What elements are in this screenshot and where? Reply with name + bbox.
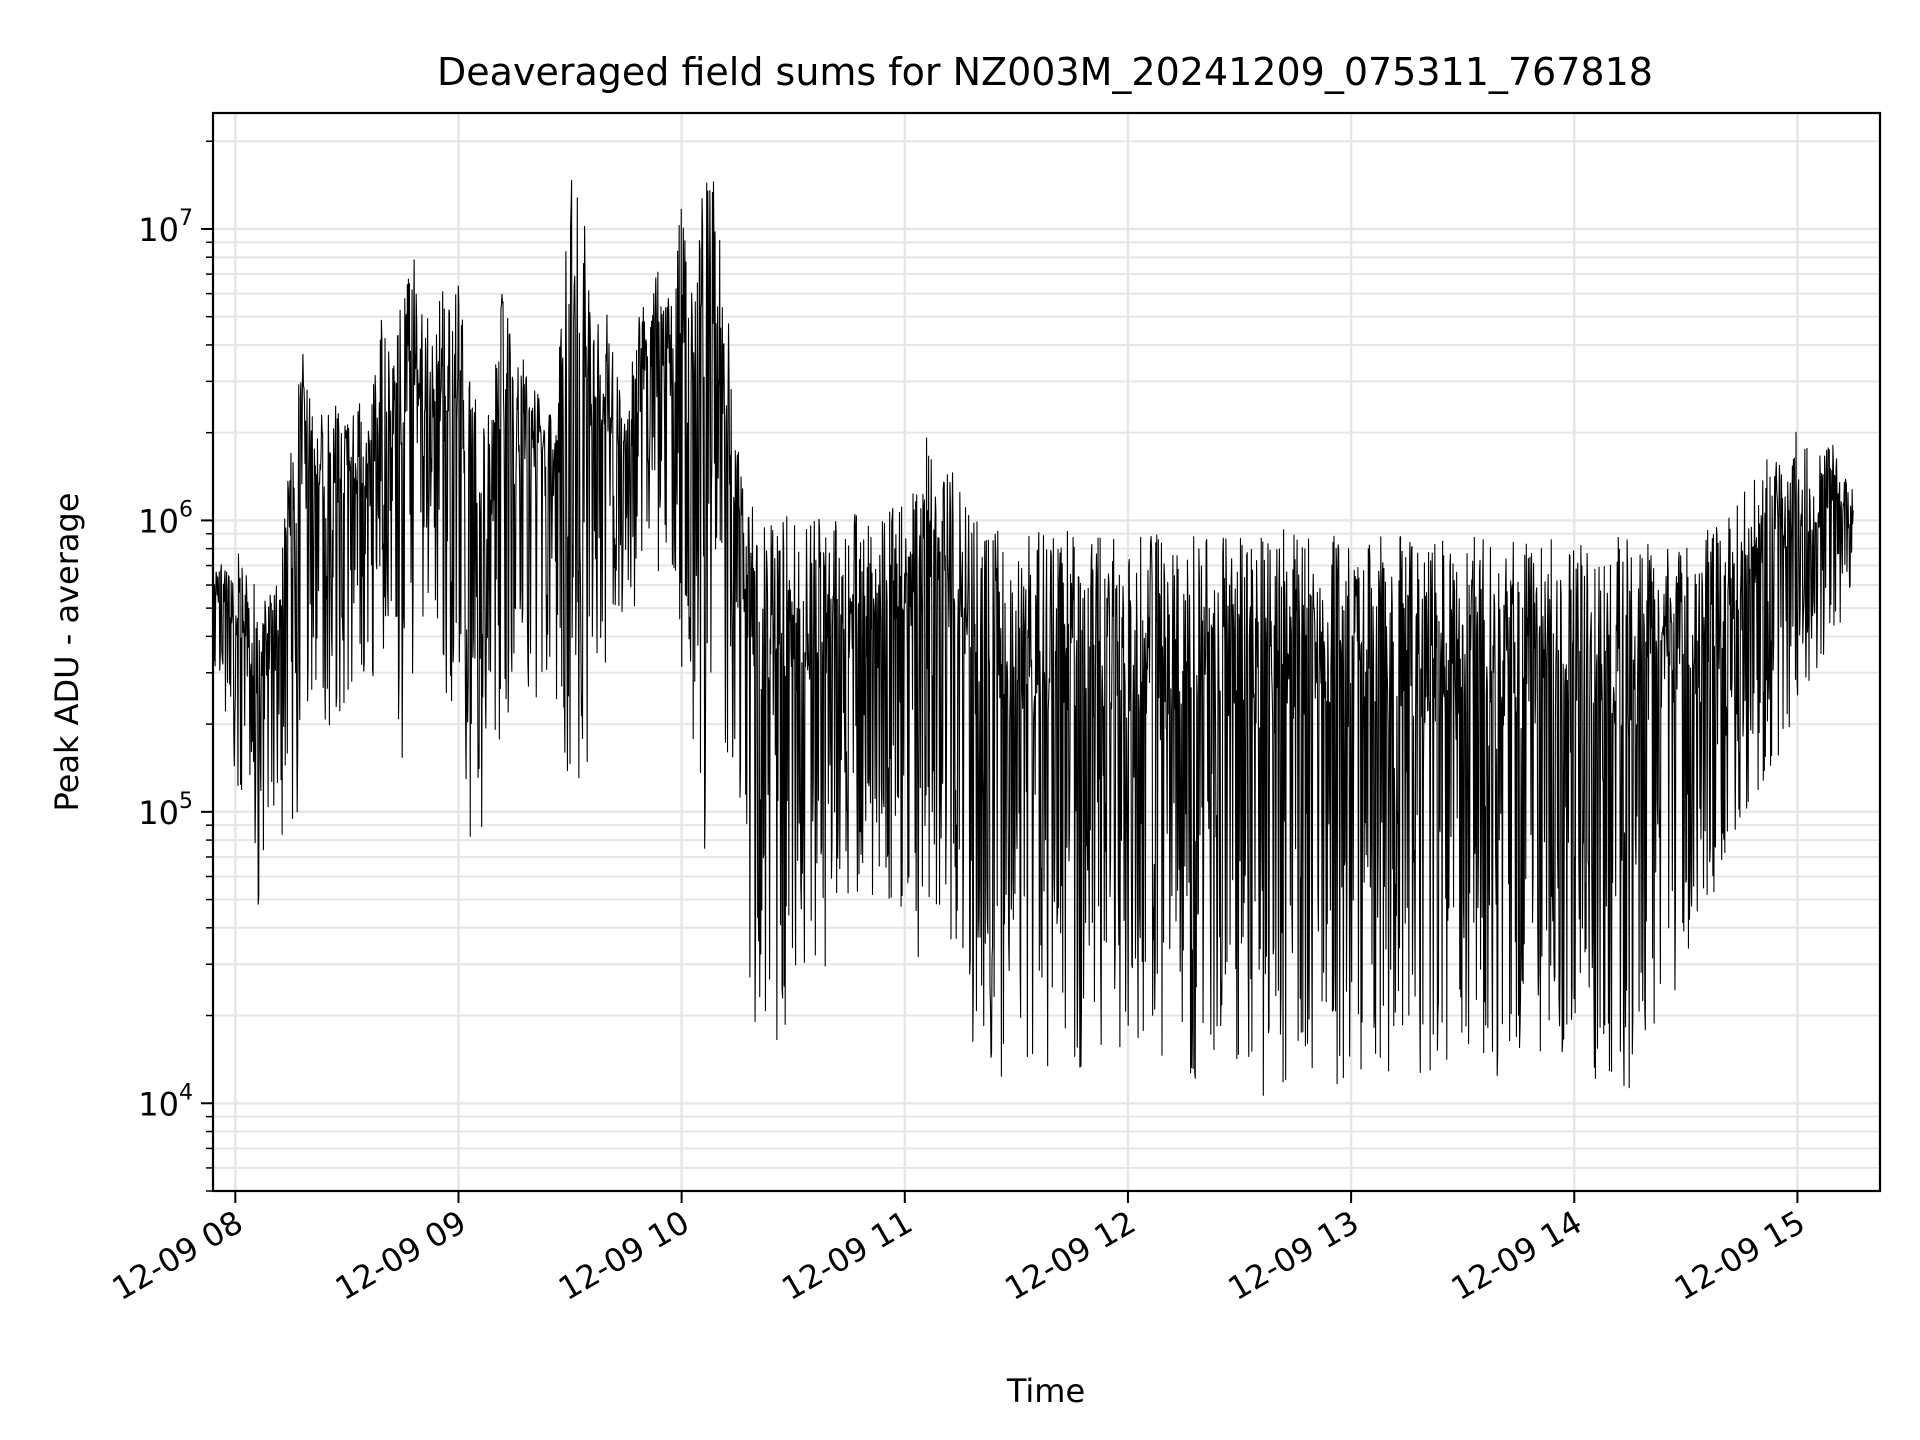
series-layer [212, 179, 1854, 1096]
y-tick-base: 10 [138, 794, 179, 832]
series-line [212, 179, 1854, 1096]
y-tick-exponent: 5 [179, 789, 193, 814]
y-tick-base: 10 [138, 211, 179, 249]
y-tick-base: 10 [138, 1085, 179, 1123]
y-tick-exponent: 4 [179, 1080, 193, 1105]
y-axis-label: Peak ADU - average [48, 493, 86, 812]
y-tick-label: 106 [138, 497, 193, 540]
chart-title: Deaveraged field sums for NZ003M_2024120… [437, 50, 1653, 94]
y-tick-exponent: 7 [179, 206, 193, 231]
y-tick-label: 105 [138, 789, 193, 832]
y-tick-exponent: 6 [179, 497, 193, 522]
y-tick-base: 10 [138, 502, 179, 540]
plot-frame [211, 111, 1882, 1193]
y-tick-label: 107 [138, 206, 193, 249]
x-axis-label: Time [1006, 1372, 1085, 1410]
y-tick-label: 104 [138, 1080, 193, 1123]
